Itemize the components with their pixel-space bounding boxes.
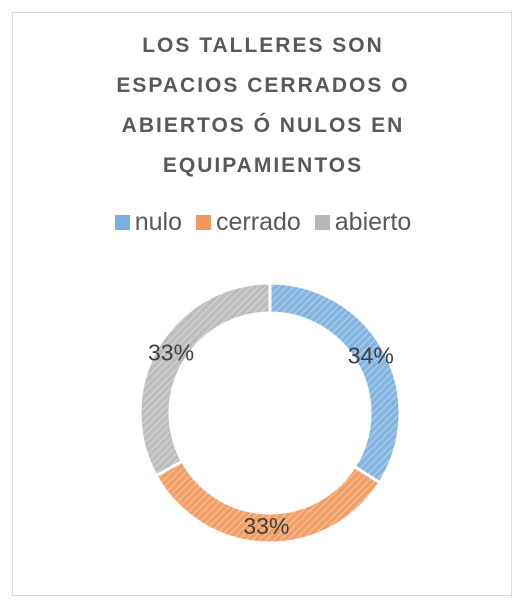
legend-swatch <box>196 215 212 230</box>
legend-item: cerrado <box>196 208 301 237</box>
legend-label: nulo <box>134 208 183 236</box>
donut-segment <box>268 281 402 485</box>
donut-segment <box>138 281 272 478</box>
data-label: 33% <box>243 513 289 539</box>
legend-item: abierto <box>314 208 412 237</box>
legend-item: nulo <box>114 208 183 237</box>
legend-label: abierto <box>334 208 412 236</box>
legend: nulo cerrado abierto <box>0 208 526 237</box>
data-label: 33% <box>148 340 194 366</box>
data-label: 34% <box>348 343 394 369</box>
legend-swatch <box>114 215 130 230</box>
chart-title: LOS TALLERES SON ESPACIOS CERRADOS O ABI… <box>116 34 410 177</box>
legend-label: cerrado <box>216 208 301 236</box>
legend-swatch <box>314 215 330 230</box>
chart-frame <box>12 12 512 596</box>
